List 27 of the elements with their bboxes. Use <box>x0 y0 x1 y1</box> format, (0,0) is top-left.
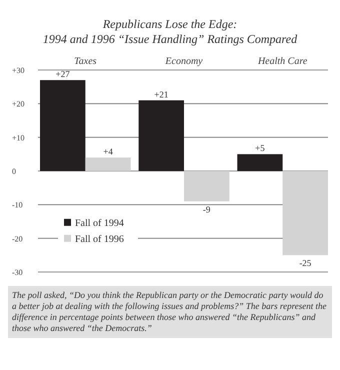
x-tick-label: Taxes <box>74 56 97 67</box>
y-tick-label: +20 <box>12 100 25 109</box>
bar <box>237 154 283 171</box>
bar <box>282 171 328 256</box>
text: The poll asked, “Do you think the Republican party or the Democratic party would do a better job at dealing with the following issues and problems?” The bars represent the difference in percentage points between those who answered “the Republicans” and those who answered “the Democrats.” <box>8 286 332 338</box>
data-label: -25 <box>299 258 312 268</box>
data-label: +21 <box>154 89 168 100</box>
y-tick-label: -30 <box>12 268 23 277</box>
bar <box>85 158 131 171</box>
y-tick-label: -10 <box>12 200 23 210</box>
y-tick-label: -20 <box>12 234 23 244</box>
legend-label: Fall of 1996 <box>75 234 124 245</box>
data-label: +5 <box>255 143 266 154</box>
bar <box>40 80 86 171</box>
y-tick-label: +10 <box>12 133 25 142</box>
data-label: +27 <box>56 69 70 80</box>
x-tick-label: Health Care <box>256 56 308 67</box>
x-tick-label: Economy <box>164 56 204 67</box>
y-tick-label: 0 <box>12 167 16 176</box>
bar <box>184 171 230 202</box>
y-tick-label: +30 <box>12 66 25 75</box>
chart-subtitle: 1994 and 1996 “Issue Handling” Ratings Compared <box>42 32 298 46</box>
bar <box>138 100 184 171</box>
data-label: +4 <box>103 146 114 157</box>
chart-title: Republicans Lose the Edge: <box>102 17 238 31</box>
legend-label: Fall of 1994 <box>75 218 124 229</box>
data-label: -9 <box>202 204 211 214</box>
